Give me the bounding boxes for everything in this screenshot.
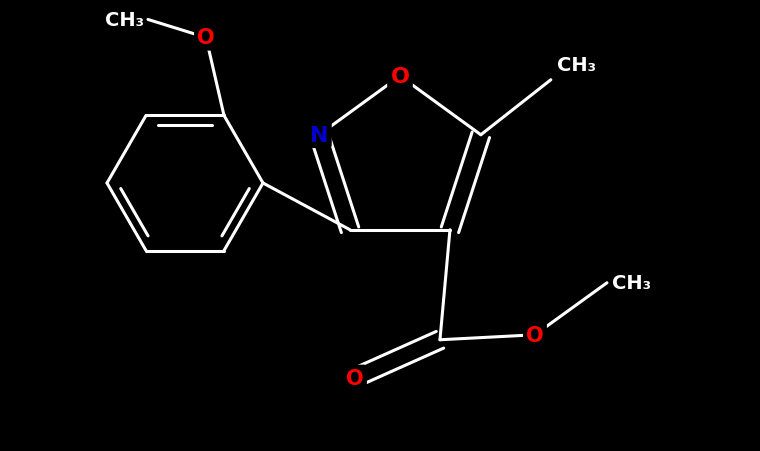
- Text: O: O: [346, 368, 364, 388]
- Text: O: O: [526, 325, 543, 345]
- Text: CH₃: CH₃: [557, 55, 596, 74]
- Text: O: O: [391, 67, 410, 87]
- Text: CH₃: CH₃: [612, 274, 651, 293]
- Text: N: N: [310, 125, 328, 145]
- Text: CH₃: CH₃: [105, 11, 144, 30]
- Text: O: O: [197, 28, 215, 48]
